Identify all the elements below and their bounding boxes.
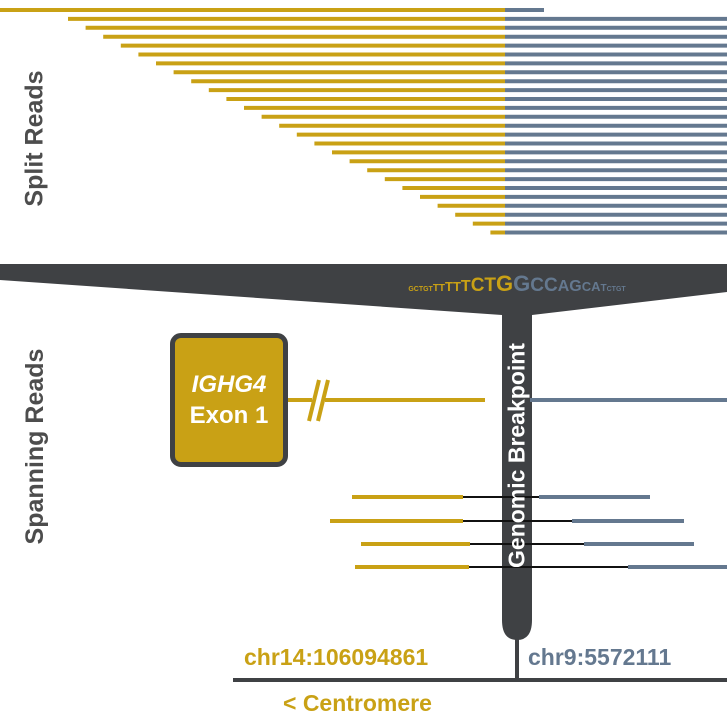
sequence-segment: GCTGT	[408, 286, 433, 293]
exon-read-gap-mark-1	[307, 379, 321, 422]
chr14-coordinate: chr14:106094861	[244, 644, 429, 670]
spanning-reads-label: Spanning Reads	[21, 348, 49, 545]
exon-gene-name: IGHG4	[191, 371, 267, 398]
split-reads-group	[0, 8, 727, 235]
breakpoint-funnel	[0, 264, 727, 640]
sequence-segment: G	[513, 271, 530, 296]
centromere-label: < Centromere	[283, 690, 432, 716]
sequence-segment: G	[496, 271, 513, 296]
sequence-segment: CC	[530, 275, 558, 296]
sequence-segment: CTGT	[607, 286, 627, 293]
sequence-segment: CT	[471, 275, 497, 296]
exon-read	[288, 379, 727, 422]
exon-read-gap-mark-2	[316, 379, 330, 422]
spanning-read-pairs	[330, 495, 727, 569]
split-reads-label: Split Reads	[20, 70, 49, 207]
sequence-segment: TT	[433, 283, 445, 294]
junction-sequence: GCTGTTTTTTCTGGCCAGCATCTGT	[408, 271, 626, 296]
sequence-segment: T	[461, 278, 471, 295]
exon-box: IGHG4 Exon 1	[170, 333, 288, 467]
sequence-segment: CA	[582, 279, 601, 294]
sequence-segment: T	[601, 283, 607, 294]
chr9-coordinate: chr9:5572111	[528, 644, 672, 670]
exon-label: Exon 1	[189, 402, 269, 429]
sequence-segment: TT	[445, 279, 461, 294]
sequence-segment: AG	[558, 278, 582, 295]
breakpoint-label: Genomic Breakpoint	[503, 343, 530, 568]
